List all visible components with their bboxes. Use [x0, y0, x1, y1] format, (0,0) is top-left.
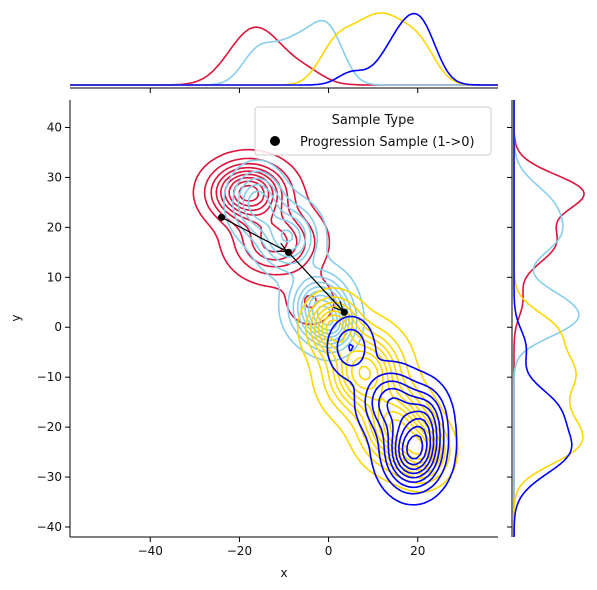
right-marginal	[507, 100, 585, 537]
x-axis-label: x	[280, 566, 287, 580]
y-tick-label: 10	[47, 270, 62, 284]
contour-level	[401, 425, 428, 466]
main-axes	[69, 100, 498, 538]
contour-level	[386, 397, 438, 479]
y-tick-label: 30	[47, 170, 62, 184]
y-tick-label: −40	[37, 520, 62, 534]
contour-level	[378, 387, 441, 483]
contour-level	[223, 159, 365, 362]
contour-level	[296, 287, 459, 493]
progression-layer	[217, 213, 348, 316]
progression-point	[217, 213, 226, 221]
contour-level	[406, 434, 424, 460]
contour-level	[394, 410, 435, 475]
top-marginal	[70, 12, 498, 93]
contour-series	[223, 159, 365, 362]
main-plot: −40 −20 0 20 40 30 20 10 0 −10 −20 −30 −40 x y	[9, 100, 498, 580]
y-tick-label: 0	[54, 320, 62, 334]
contour-level	[325, 319, 433, 464]
legend-title: Sample Type	[332, 113, 415, 128]
top-marginal-curve	[70, 12, 498, 86]
contour-level	[203, 157, 318, 309]
y-ticks: 40 30 20 10 0 −10 −20 −30 −40	[37, 120, 70, 534]
x-tick-label: −40	[138, 544, 163, 558]
y-tick-label: −30	[37, 470, 62, 484]
x-tick-label: 20	[410, 544, 425, 558]
y-axis-label: y	[9, 314, 23, 321]
top-marginal-ticks	[149, 88, 419, 93]
progression-point	[340, 308, 348, 316]
right-marginal-ticks	[507, 126, 512, 528]
right-marginal-curve	[513, 100, 580, 537]
contour-level	[398, 417, 432, 471]
top-marginal-curve	[70, 19, 498, 86]
contour-level	[237, 177, 354, 349]
contour-level	[348, 343, 445, 489]
legend-label: Progression Sample (1->0)	[300, 135, 475, 150]
contour-level	[326, 315, 458, 506]
contour-series	[326, 315, 458, 506]
progression-arrow	[288, 251, 342, 310]
legend-box	[254, 106, 492, 156]
legend: Sample Type Progression Sample (1->0)	[254, 106, 492, 156]
x-tick-label: 0	[325, 544, 333, 558]
x-tick-label: −20	[227, 544, 252, 558]
right-marginal-curve	[513, 100, 584, 537]
y-tick-label: 20	[47, 220, 62, 234]
top-marginal-curve	[70, 12, 498, 86]
top-marginal-layer	[70, 12, 498, 86]
progression-arrow	[221, 216, 286, 251]
y-tick-label: −20	[37, 420, 62, 434]
right-marginal-curve	[513, 100, 573, 537]
right-marginal-layer	[513, 100, 585, 537]
legend-marker	[270, 136, 280, 146]
y-tick-label: 40	[47, 120, 62, 134]
progression-point	[284, 248, 293, 256]
y-tick-label: −10	[37, 370, 62, 384]
contour-layer	[192, 148, 459, 506]
contour-level	[310, 301, 446, 479]
contour-level	[336, 328, 450, 495]
x-ticks: −40 −20 0 20	[138, 537, 425, 558]
